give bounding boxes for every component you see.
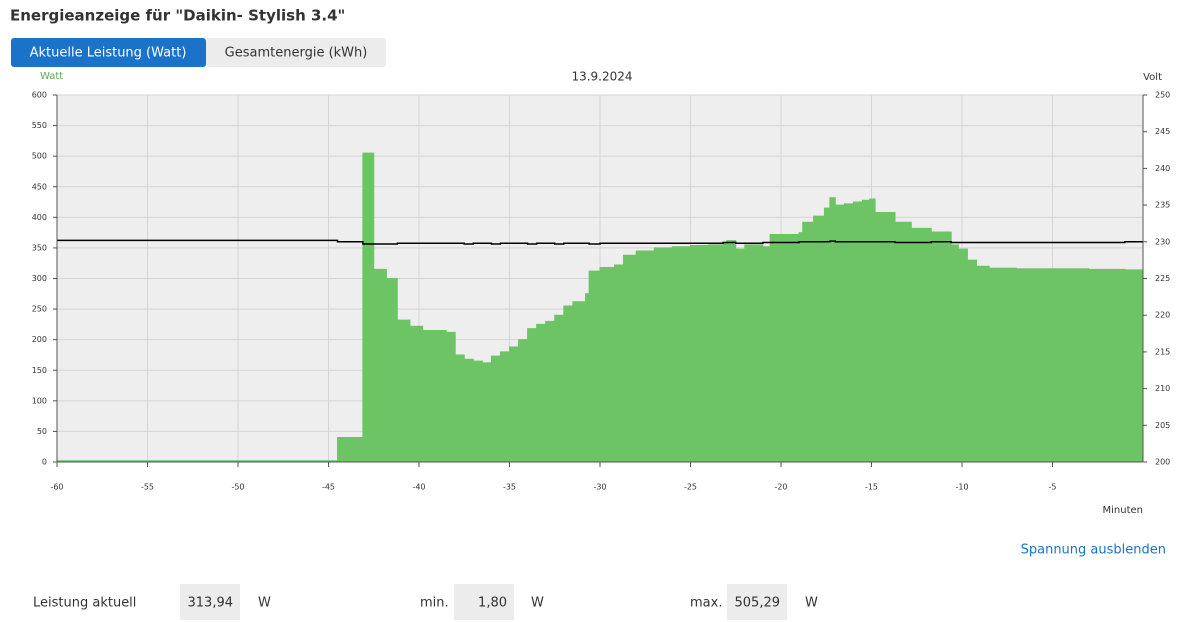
y2-tick-label: 230 — [1155, 237, 1170, 246]
y-tick-label: 500 — [32, 152, 47, 161]
y2-tick-label: 205 — [1155, 421, 1170, 430]
y-tick-label: 300 — [32, 274, 47, 283]
y-tick-label: 600 — [32, 91, 47, 100]
y2-tick-label: 225 — [1155, 274, 1170, 283]
y2-tick-label: 200 — [1155, 458, 1170, 467]
tab-active[interactable] — [11, 38, 206, 67]
tab[interactable] — [206, 38, 386, 67]
y2-tick-label: 240 — [1155, 164, 1170, 173]
stat-value: 313,94 — [188, 596, 234, 611]
y-tick-label: 450 — [32, 182, 47, 191]
x-tick-label: -45 — [322, 483, 335, 492]
y-axis-label: Watt — [40, 71, 63, 82]
x-tick-label: -40 — [412, 483, 425, 492]
y-tick-label: 400 — [32, 213, 47, 222]
y2-tick-label: 220 — [1155, 311, 1170, 320]
chart-title: 13.9.2024 — [571, 70, 632, 84]
x-axis-label: Minuten — [1103, 505, 1144, 516]
y2-tick-label: 245 — [1155, 127, 1170, 136]
tab-label[interactable]: Aktuelle Leistung (Watt) — [30, 46, 187, 61]
voltage-line — [57, 239, 1143, 245]
stat-value: 1,80 — [478, 596, 507, 611]
x-tick-label: -15 — [865, 483, 878, 492]
stat-box — [454, 584, 514, 620]
toggle-voltage-link[interactable]: Spannung ausblenden — [1021, 543, 1166, 558]
y-tick-label: 0 — [42, 458, 47, 467]
x-tick-label: -60 — [50, 483, 63, 492]
page-title: Energieanzeige für "Daikin- Stylish 3.4" — [10, 7, 345, 25]
power-area — [56, 152, 1144, 463]
y2-tick-label: 235 — [1155, 201, 1170, 210]
y-tick-label: 200 — [32, 335, 47, 344]
y-tick-label: 100 — [32, 396, 47, 405]
x-tick-label: -50 — [231, 483, 244, 492]
stat-label: min. — [420, 596, 449, 611]
y2-tick-label: 215 — [1155, 347, 1170, 356]
stat-value: 505,29 — [735, 596, 781, 611]
y-tick-label: 150 — [32, 366, 47, 375]
stat-box — [180, 584, 240, 620]
x-tick-label: -10 — [955, 483, 968, 492]
stat-unit: W — [531, 596, 544, 611]
y2-tick-label: 250 — [1155, 91, 1170, 100]
x-tick-label: -5 — [1049, 483, 1057, 492]
y-tick-label: 50 — [37, 427, 47, 436]
y-tick-label: 250 — [32, 305, 47, 314]
y-tick-label: 350 — [32, 243, 47, 252]
x-tick-label: -35 — [503, 483, 516, 492]
stat-unit: W — [805, 596, 818, 611]
stat-label: Leistung aktuell — [33, 596, 136, 611]
y2-tick-label: 210 — [1155, 384, 1170, 393]
stat-unit: W — [258, 596, 271, 611]
x-tick-label: -20 — [774, 483, 787, 492]
stat-label: max. — [690, 596, 722, 611]
x-tick-label: -25 — [684, 483, 697, 492]
stat-box — [727, 584, 787, 620]
tab-label[interactable]: Gesamtenergie (kWh) — [225, 46, 368, 61]
x-tick-label: -30 — [593, 483, 606, 492]
x-tick-label: -55 — [141, 483, 154, 492]
y-tick-label: 550 — [32, 121, 47, 130]
y2-axis-label: Volt — [1143, 72, 1162, 83]
